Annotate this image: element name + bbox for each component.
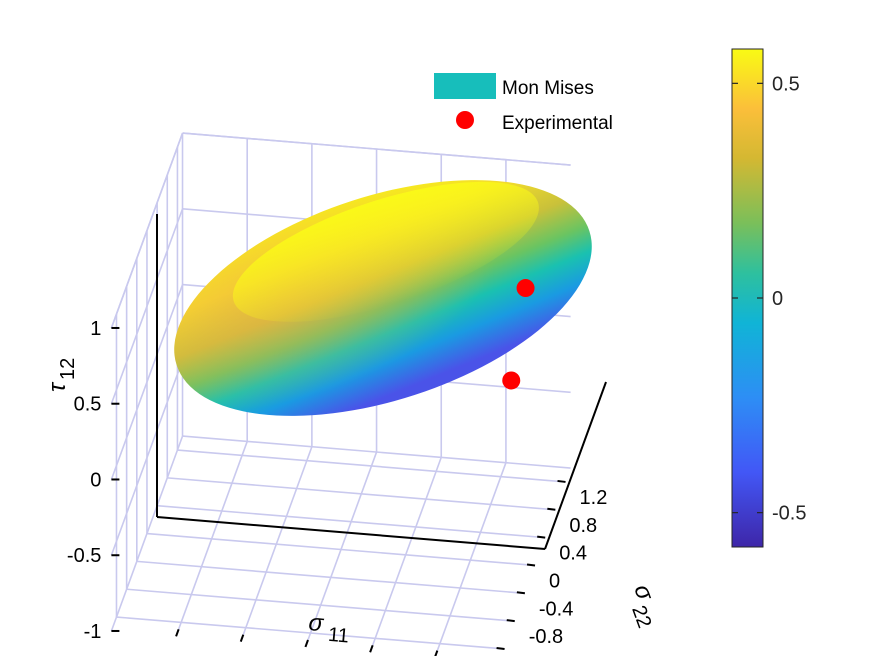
grid-line-z-side [110,208,184,405]
x-tick-mark [304,639,309,648]
y-tick-label: 0.4 [559,543,587,565]
y-axis-ticks: -1.2 -0.8 -0.4 0 0.4 0.8 1.2 [496,479,608,656]
experimental-points [502,279,535,390]
experimental-point [516,279,535,298]
x-axis-symbol: σ [307,609,325,637]
grid-line-y-floor [116,616,505,650]
x-tick-mark [175,628,180,637]
grid-line-y-floor [126,588,515,622]
grid-line-z-side [110,435,184,632]
grid-line-z-side [110,284,184,480]
y-axis-subscript: 22 [627,603,655,631]
legend-label-experimental: Experimental [502,113,613,134]
y-tick-mark [526,563,536,567]
grid-frame-top-side [110,132,184,329]
y-tick-label: -0.8 [529,626,563,648]
y-tick-label: 0 [549,570,560,592]
x-axis-ticks: -0.8-0.400.40.8 [175,628,439,656]
z-tick-label: 0 [90,469,101,491]
z-axis-ticks: -1 -0.5 0 0.5 1 [67,318,120,643]
legend-label-mon-mises: Mon Mises [502,78,594,99]
y-tick-label: 1.2 [580,487,608,509]
y-tick-label: 0.8 [569,515,597,537]
x-tick-mark [369,644,374,653]
colorbar-tick-label: 0.5 [772,73,800,95]
colorbar: -0.5 0 0.5 [731,48,806,548]
z-axis-label: τ12 [44,358,79,392]
grid-frame-top-back [182,132,571,166]
z-tick-label: -1 [84,621,102,643]
y-axis-label: σ22 [621,581,668,631]
grid-line-y-floor [146,532,536,567]
grid-line-y-floor [177,449,566,483]
z-tick-label: 1 [90,318,101,340]
z-axis-subscript: 12 [57,358,79,380]
grid-line-z-back [182,435,571,469]
x-axis-subscript: 11 [327,624,350,648]
experimental-point [502,371,521,390]
x-tick-mark [434,650,439,656]
y-tick-mark [516,591,526,595]
legend-swatch-mon-mises [434,73,496,99]
grid-line-y-floor [136,560,525,595]
colorbar-ticks: -0.5 0 0.5 [732,73,806,525]
z-tick-label: -0.5 [67,545,101,567]
y-tick-label: -1.2 [519,654,553,656]
grid-line-y-floor [167,477,556,511]
y-tick-mark [547,507,556,511]
grid-line-y-floor [157,504,546,539]
x-axis-label: σ 11 [307,609,351,647]
legend: Mon Mises Experimental [434,73,613,134]
x-tick-mark [239,634,245,642]
axes [156,214,607,550]
grid-line-z-side [110,360,184,556]
y-tick-mark [496,646,505,650]
legend-marker-experimental [456,111,474,129]
z-axis-symbol: τ [44,381,71,392]
y-tick-label: -0.4 [539,598,573,620]
y-tick-mark [537,535,546,539]
colorbar-tick-label: 0 [772,288,783,310]
y-axis-symbol: σ [628,581,659,605]
mon-mises-surface [174,180,592,416]
colorbar-tick-label: -0.5 [772,503,806,525]
y-tick-mark [506,619,515,623]
y-tick-mark [557,479,566,483]
z-tick-label: 0.5 [74,394,102,416]
